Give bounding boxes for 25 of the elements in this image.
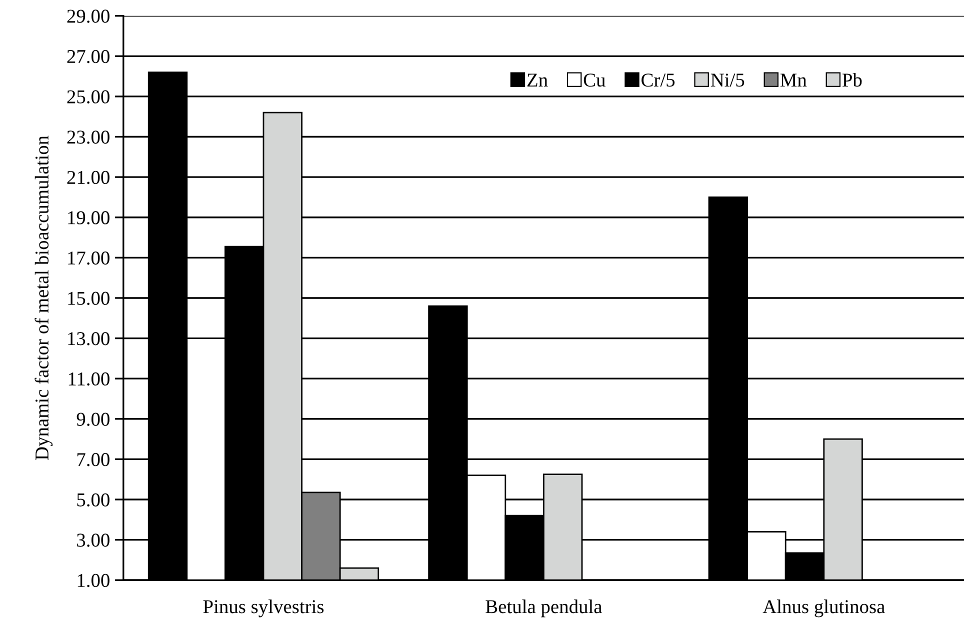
y-tick-label: 9.00 (76, 412, 110, 426)
y-tick-label: 19.00 (68, 211, 110, 224)
y-tick-label: 7.00 (77, 453, 110, 466)
y-tick-label: 15.00 (68, 292, 110, 306)
legend-label: Ni/5 (710, 74, 744, 87)
x-tick-label: Alnus glutinosa (762, 600, 885, 618)
legend-label: Cu (584, 74, 606, 87)
legend-label: Cr/5 (642, 74, 675, 87)
y-tick-label: 29.00 (67, 10, 110, 23)
y-tick-label: 17.00 (68, 251, 110, 265)
x-tick-label: Betula pendula (486, 600, 602, 618)
y-axis-title: Dynamic factor of metal bioaccumulation (34, 136, 53, 460)
legend-label: Zn (527, 74, 548, 86)
legend-label: Pb (842, 72, 862, 87)
y-tick-label: 23.00 (67, 130, 110, 144)
legend-label: Mn (780, 74, 807, 86)
y-tick-label: 25.00 (67, 90, 110, 104)
y-tick-label: 1.00 (78, 574, 110, 588)
x-tick-label: Pinus sylvestris (203, 600, 324, 618)
y-tick-label: 13.00 (68, 332, 110, 346)
y-tick-label: 5.00 (77, 493, 110, 507)
y-tick-label: 21.00 (67, 170, 110, 184)
y-tick-label: 11.00 (68, 372, 110, 386)
y-tick-label: 3.00 (77, 534, 110, 547)
y-tick-label: 27.00 (67, 50, 110, 64)
